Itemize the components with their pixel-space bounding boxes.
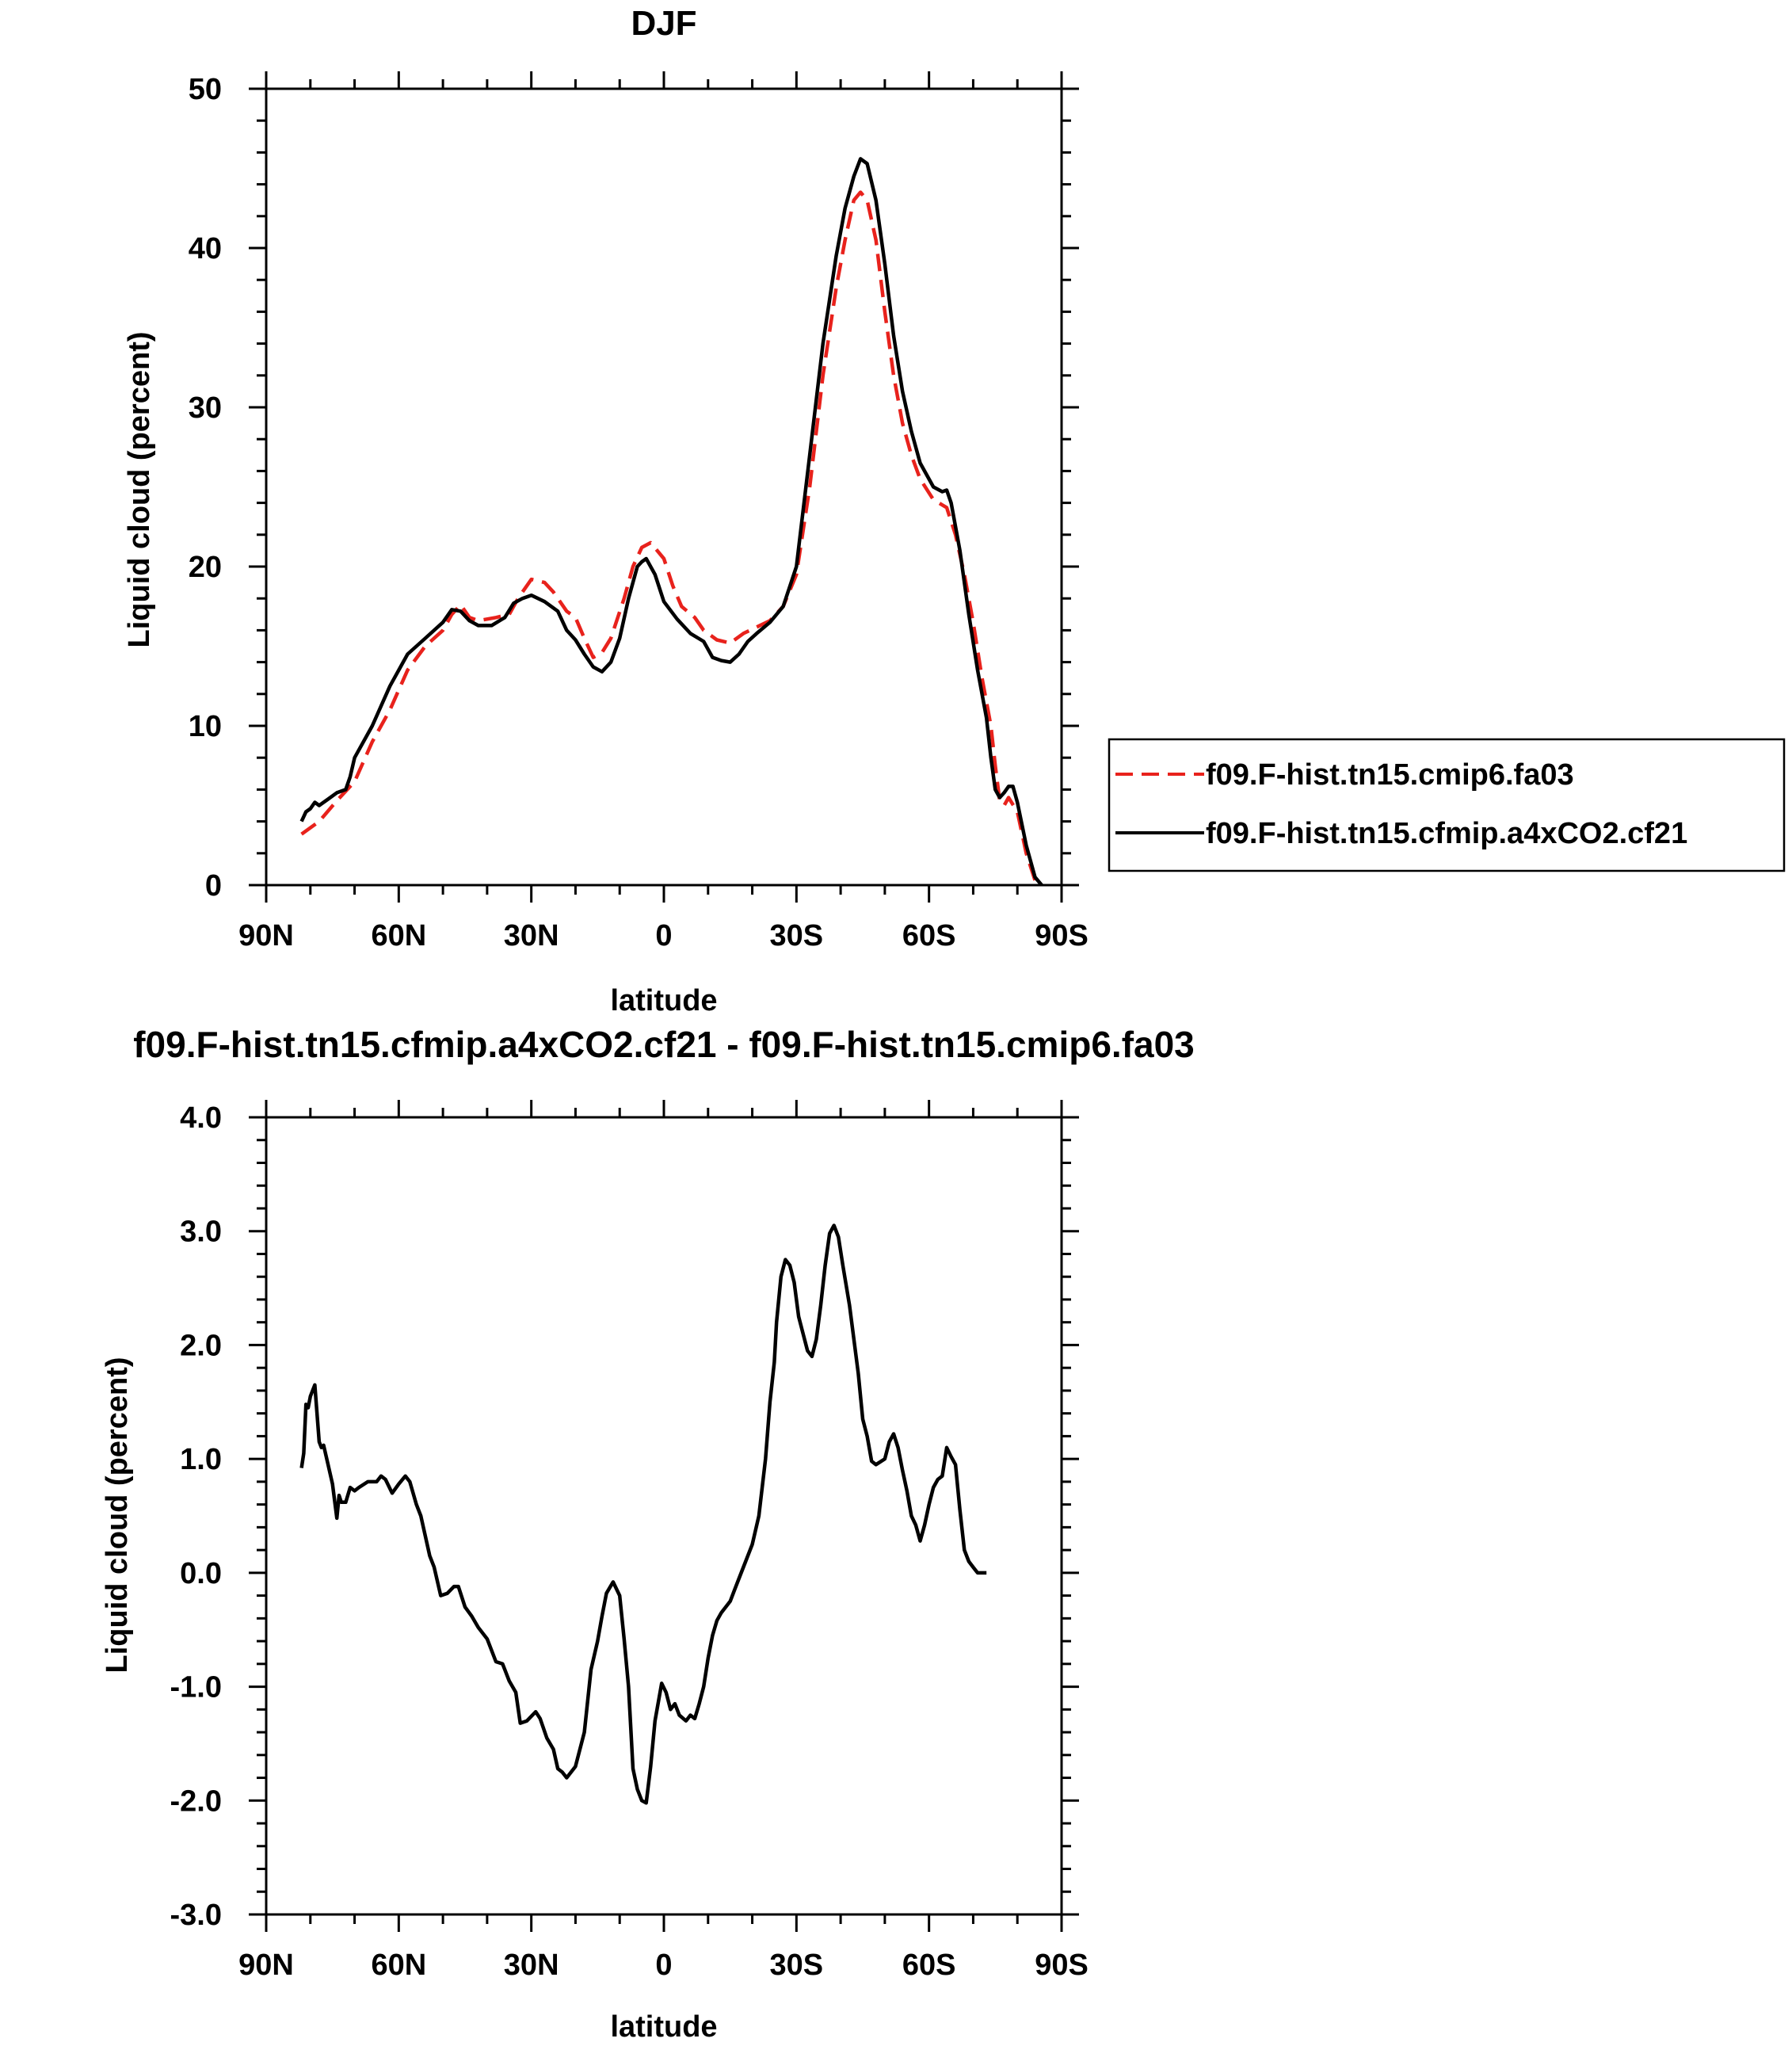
- y-tick-label: -1.0: [170, 1671, 222, 1704]
- x-axis: 90N 60N 30N 0 30S 60S 90S: [238, 1100, 1089, 1982]
- y-tick-label: 2.0: [180, 1329, 222, 1362]
- x-axis-label: latitude: [610, 984, 717, 1017]
- y-axis-label: Liquid cloud (percent): [123, 332, 156, 648]
- x-tick-label: 60S: [902, 1949, 956, 1982]
- x-tick-label: 90N: [238, 919, 294, 952]
- series-group: [299, 1223, 987, 1805]
- legend-label-a4xco2: f09.F-hist.tn15.cfmip.a4xCO2.cf21: [1206, 817, 1687, 850]
- series-line-1: [299, 1223, 987, 1805]
- x-tick-label: 90S: [1035, 1949, 1089, 1982]
- x-axis-label: latitude: [610, 2010, 717, 2044]
- x-tick-label: 60S: [902, 919, 956, 952]
- y-axis: -3.0 -2.0 -1.0 0.0 1.0 2.0 3.0 4.0: [170, 1101, 1079, 1932]
- x-tick-label: 0: [655, 919, 672, 952]
- y-tick-label: 3.0: [180, 1216, 222, 1249]
- y-tick-label: 1.0: [180, 1443, 222, 1476]
- y-tick-label: 10: [189, 710, 222, 743]
- y-tick-label: -2.0: [170, 1785, 222, 1818]
- y-tick-label: -3.0: [170, 1899, 222, 1932]
- series-group: [299, 157, 1043, 887]
- series-line-2: [299, 157, 1043, 887]
- chart-title: f09.F-hist.tn15.cfmip.a4xCO2.cf21 - f09.…: [133, 1024, 1195, 1065]
- y-axis-label: Liquid cloud (percent): [101, 1357, 134, 1674]
- chart-bottom: f09.F-hist.tn15.cfmip.a4xCO2.cf21 - f09.…: [101, 1024, 1195, 2044]
- y-tick-label: 50: [189, 73, 222, 106]
- y-tick-label: 0: [205, 869, 222, 903]
- y-axis: 0 10 20 30 40 50: [189, 73, 1079, 903]
- legend: f09.F-hist.tn15.cmip6.fa03 f09.F-hist.tn…: [1108, 738, 1786, 872]
- x-tick-label: 0: [655, 1949, 672, 1982]
- y-tick-label: 0.0: [180, 1557, 222, 1590]
- legend-frame: [1108, 738, 1786, 872]
- x-tick-label: 30N: [504, 1949, 559, 1982]
- chart-top: DJF 90N 60N 30N 0 30S 60S 90S 0 10 20 30 40 50 lati…: [123, 4, 1786, 1017]
- x-tick-label: 30N: [504, 919, 559, 952]
- y-tick-label: 20: [189, 551, 222, 584]
- x-tick-label: 60N: [371, 919, 426, 952]
- x-axis: 90N 60N 30N 0 30S 60S 90S: [238, 71, 1089, 952]
- x-tick-label: 30S: [770, 1949, 824, 1982]
- chart-title: DJF: [631, 4, 696, 43]
- x-tick-label: 90S: [1035, 919, 1089, 952]
- legend-label-cmip6: f09.F-hist.tn15.cmip6.fa03: [1206, 758, 1574, 792]
- y-tick-label: 4.0: [180, 1101, 222, 1135]
- x-tick-label: 30S: [770, 919, 824, 952]
- x-tick-label: 60N: [371, 1949, 426, 1982]
- x-tick-label: 90N: [238, 1949, 294, 1982]
- y-tick-label: 30: [189, 391, 222, 425]
- y-tick-label: 40: [189, 232, 222, 265]
